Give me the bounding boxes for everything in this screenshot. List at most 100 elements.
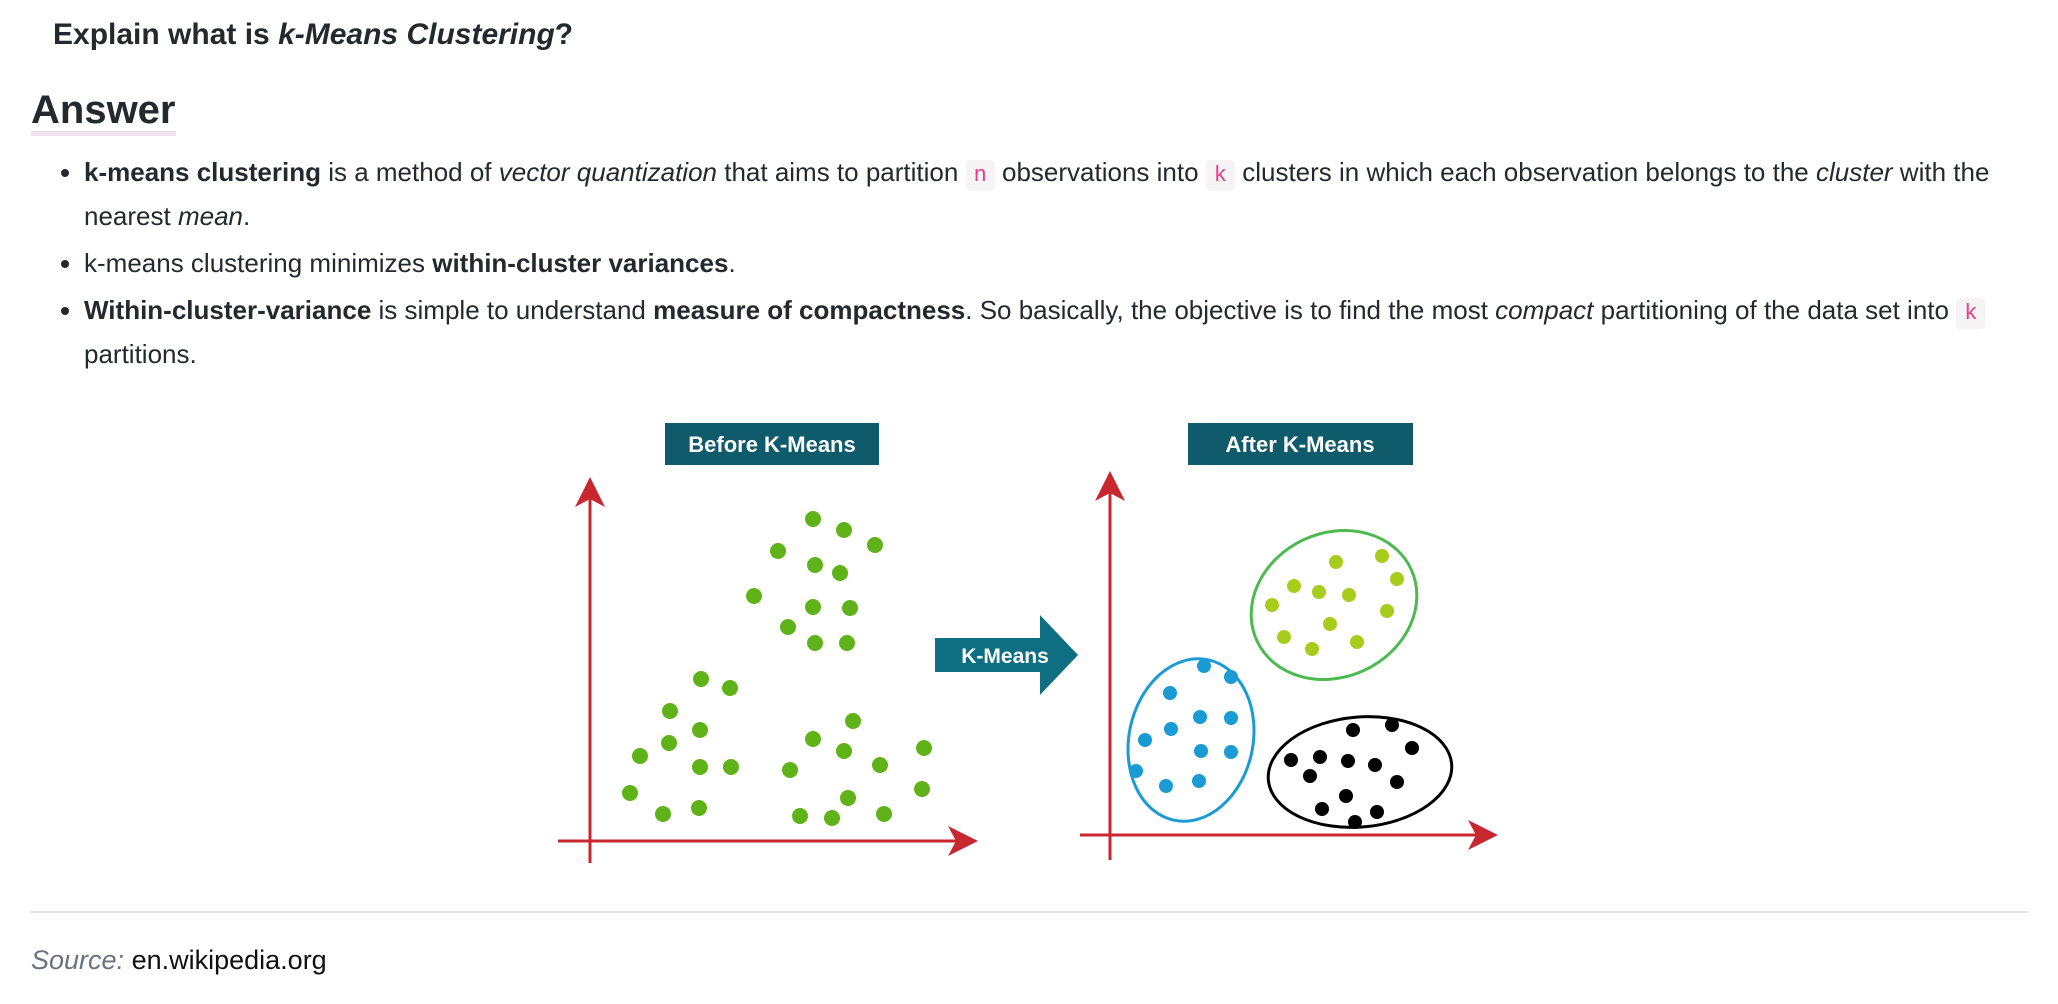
data-point — [832, 565, 848, 581]
data-point — [836, 522, 852, 538]
data-point — [1138, 733, 1152, 747]
before-y-axis-arrowhead — [575, 477, 605, 507]
italic-compact: compact — [1495, 295, 1594, 325]
source-label: Source: — [31, 945, 125, 975]
data-point — [780, 619, 796, 635]
data-point — [1323, 617, 1337, 631]
bullet-definition: k-means clustering is a method of vector… — [84, 152, 2058, 236]
answer-bullet-list: k-means clustering is a method of vector… — [30, 152, 2058, 381]
data-point — [1390, 775, 1404, 789]
text-span: clusters in which each observation belon… — [1234, 157, 1816, 187]
source-value: en.wikipedia.org — [131, 945, 327, 975]
before-x-axis-arrowhead — [948, 826, 978, 856]
data-point — [1405, 741, 1419, 755]
cluster-dots-green — [1265, 549, 1404, 656]
kmeans-arrow-label: K-Means — [961, 645, 1049, 668]
data-point — [1163, 686, 1177, 700]
data-point — [1305, 642, 1319, 656]
data-point — [872, 757, 888, 773]
before-axes — [558, 477, 978, 863]
text-span: partitions. — [84, 339, 197, 369]
data-point — [792, 808, 808, 824]
data-point — [1329, 555, 1343, 569]
data-point — [1370, 805, 1384, 819]
cluster-dots-black — [1284, 718, 1419, 829]
data-point — [1368, 758, 1382, 772]
data-point — [1192, 774, 1206, 788]
data-point — [1284, 753, 1298, 767]
data-point — [662, 703, 678, 719]
data-point — [1224, 711, 1238, 725]
data-point — [1197, 659, 1211, 673]
data-point — [1129, 764, 1143, 778]
bold-within-cluster-variance: Within-cluster-variance — [84, 295, 372, 325]
kmeans-illustration: Before K-Means After K-Means K-Means — [558, 423, 1498, 863]
text-span: partitioning of the data set into — [1593, 295, 1957, 325]
data-point — [1385, 718, 1399, 732]
code-k: k — [1956, 298, 1986, 329]
data-point — [1339, 789, 1353, 803]
data-point — [1348, 815, 1362, 829]
data-point — [842, 600, 858, 616]
data-point — [661, 735, 677, 751]
code-k: k — [1205, 160, 1235, 191]
text-span: . So basically, the objective is to find… — [965, 295, 1496, 325]
data-point — [805, 511, 821, 527]
question-title: Explain what is k-Means Clustering? — [53, 18, 573, 52]
source-attribution: Source: en.wikipedia.org — [31, 945, 327, 976]
question-prefix: Explain what is — [53, 18, 279, 51]
data-point — [839, 635, 855, 651]
data-point — [1265, 598, 1279, 612]
data-point — [655, 806, 671, 822]
data-point — [1164, 722, 1178, 736]
data-point — [692, 722, 708, 738]
data-point — [722, 680, 738, 696]
data-point — [807, 557, 823, 573]
text-span: with the nearest — [84, 157, 1990, 231]
data-point — [1193, 710, 1207, 724]
data-point — [845, 713, 861, 729]
text-span: . — [243, 201, 251, 231]
cluster-ellipse-black — [1266, 715, 1454, 829]
before-dots — [622, 511, 932, 826]
data-point — [1390, 572, 1404, 586]
data-point — [916, 740, 932, 756]
before-label: Before K-Means — [688, 432, 855, 457]
data-point — [1380, 604, 1394, 618]
data-point — [840, 790, 856, 806]
data-point — [1341, 754, 1355, 768]
cluster-dots-blue — [1129, 659, 1238, 793]
data-point — [1277, 630, 1291, 644]
after-axes — [1080, 471, 1498, 860]
text-span: . — [728, 248, 736, 278]
data-point — [692, 759, 708, 775]
data-point — [1159, 779, 1173, 793]
after-label: After K-Means — [1225, 432, 1374, 457]
italic-mean: mean — [177, 201, 243, 231]
text-span: observations into — [994, 157, 1206, 187]
data-point — [1194, 744, 1208, 758]
italic-vector-quantization: vector quantization — [498, 157, 717, 187]
bullet-compactness: Within-cluster-variance is simple to und… — [84, 290, 2058, 374]
bold-within-cluster-variances: within-cluster variances — [432, 248, 729, 278]
data-point — [836, 743, 852, 759]
data-point — [1224, 670, 1238, 684]
data-point — [691, 800, 707, 816]
text-span: that aims to partition — [717, 157, 966, 187]
data-point — [1375, 549, 1389, 563]
data-point — [824, 810, 840, 826]
after-x-axis-arrowhead — [1468, 820, 1498, 850]
bold-term-kmeans: k-means clustering — [84, 157, 321, 187]
data-point — [622, 785, 638, 801]
question-suffix: ? — [554, 18, 574, 51]
data-point — [1350, 635, 1364, 649]
data-point — [770, 543, 786, 559]
data-point — [1303, 769, 1317, 783]
kmeans-arrow — [935, 615, 1078, 695]
data-point — [807, 635, 823, 651]
text-span: is a method of — [320, 157, 499, 187]
data-point — [876, 806, 892, 822]
data-point — [1312, 585, 1326, 599]
section-divider — [30, 911, 2028, 913]
after-label-box — [1188, 423, 1413, 465]
